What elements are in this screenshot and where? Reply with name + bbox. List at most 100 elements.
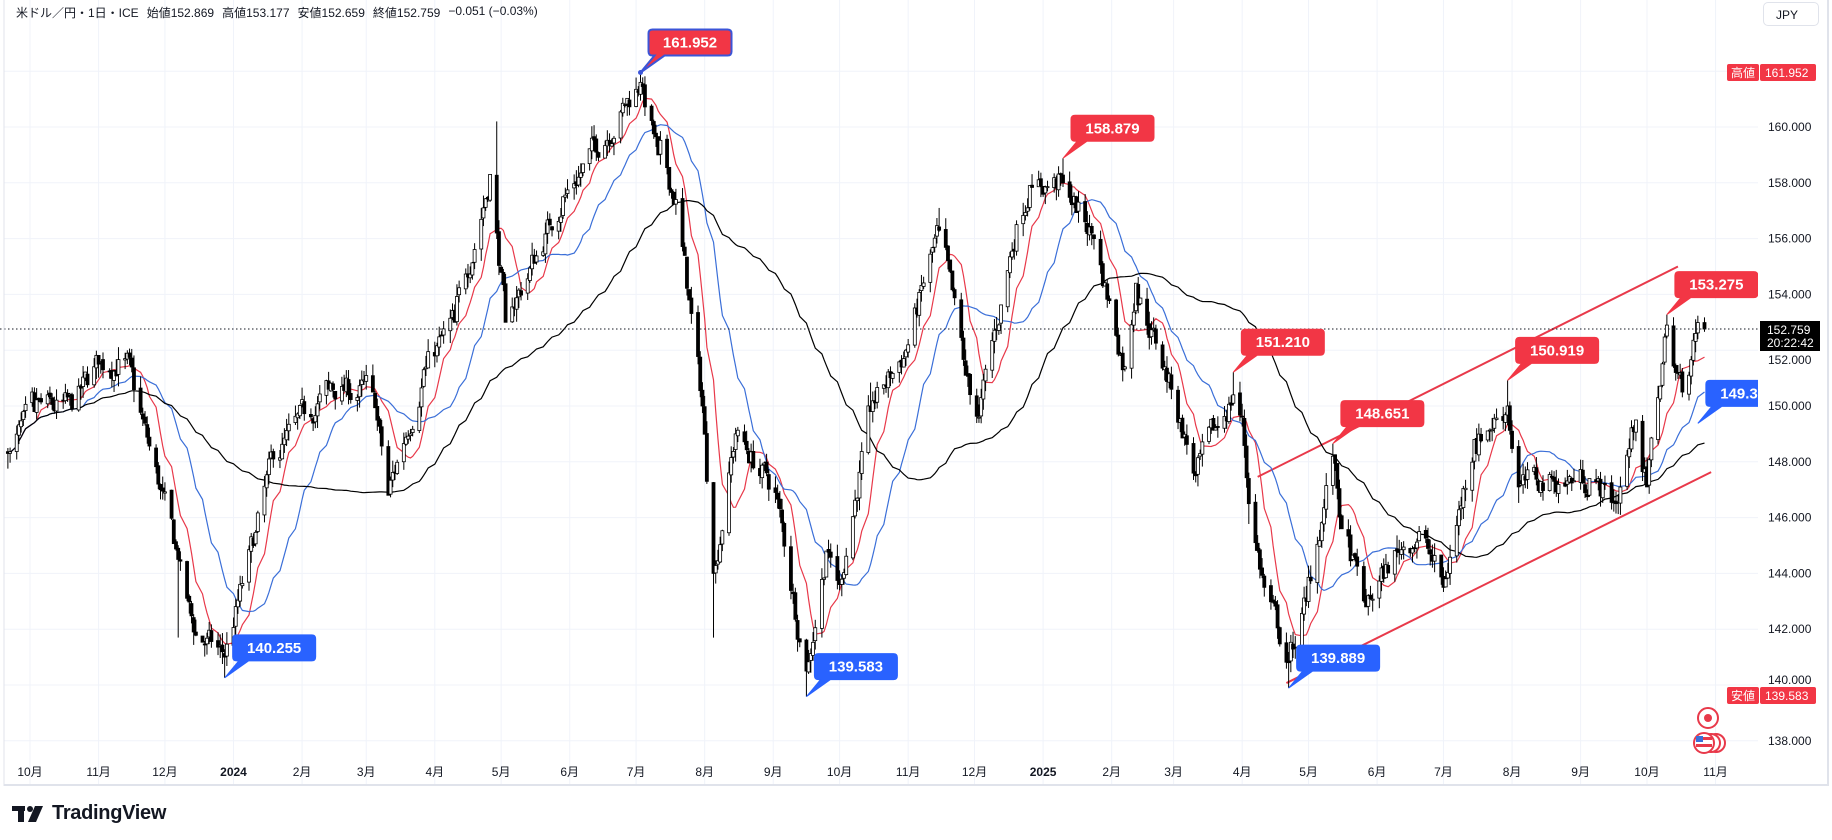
candle <box>282 428 287 453</box>
price-callout[interactable]: 139.583 <box>806 653 898 698</box>
time-axis[interactable]: 10月 11月 12月 2024 2月 3月 4月 5月 6月 7月 8月 9月 10月 11月 12月 20… <box>17 765 1727 779</box>
ma-mid-line <box>7 124 1705 613</box>
candle <box>1317 529 1322 547</box>
candle-body <box>1215 426 1220 428</box>
candle-body <box>674 199 678 205</box>
price-callout[interactable]: 148.651 <box>1332 400 1425 445</box>
candle <box>1269 579 1273 610</box>
candle-body <box>494 174 499 234</box>
candle-body <box>1196 457 1200 475</box>
price-axis[interactable]: 138.000 140.000 142.000 144.000 146.000 148.0… <box>1768 120 1812 748</box>
candle-body <box>981 379 986 400</box>
candle <box>665 134 669 175</box>
candle-body <box>54 399 59 412</box>
candle-body <box>1045 186 1050 189</box>
legend-header: 米ドル／円・1日・ICE 始値152.869 高値153.177 安値152.6… <box>16 4 538 21</box>
candle <box>855 497 860 512</box>
price-callout[interactable]: 161.952 <box>638 28 733 76</box>
candle-body <box>842 572 846 579</box>
candle-body <box>247 549 251 583</box>
candle-body <box>1366 595 1371 607</box>
callouts[interactable]: 161.952 158.879 151.210 148.651 150.919 153.2… <box>224 28 1790 698</box>
candle <box>698 351 703 398</box>
candle <box>1600 483 1605 503</box>
candle-body <box>1275 604 1280 629</box>
candle <box>1627 438 1632 469</box>
candle <box>1271 594 1276 604</box>
candle-body <box>355 397 360 401</box>
candle <box>687 289 692 301</box>
candle-body <box>419 387 424 408</box>
candle-body <box>48 392 52 398</box>
symbol-title[interactable]: 米ドル／円・1日・ICE <box>16 6 139 20</box>
candle-body <box>700 389 705 407</box>
time-tick-label: 10月 <box>1634 765 1659 779</box>
candle <box>592 125 596 152</box>
candle <box>1671 317 1676 368</box>
price-tick-label: 138.000 <box>1768 734 1812 748</box>
price-tick-label: 154.000 <box>1768 287 1812 301</box>
event-dividend-icon[interactable] <box>1697 707 1719 729</box>
candle <box>859 442 864 481</box>
candle-body <box>1114 299 1118 336</box>
tradingview-logo[interactable]: TradingView <box>12 802 166 825</box>
candle-body <box>1492 417 1497 429</box>
candle <box>1609 475 1614 510</box>
candle-body <box>359 379 364 385</box>
candle-body <box>1556 484 1561 494</box>
price-callout[interactable]: 151.210 <box>1232 328 1325 373</box>
candle-body <box>930 247 935 253</box>
candle <box>634 77 638 108</box>
candle <box>979 388 984 424</box>
candle-body <box>1038 178 1043 187</box>
candle <box>1448 544 1453 585</box>
candle-body <box>333 390 338 400</box>
candle-body <box>1680 371 1685 393</box>
candle <box>470 261 475 280</box>
candle <box>1191 437 1196 480</box>
price-callout[interactable]: 140.255 <box>224 634 317 679</box>
candle <box>395 459 400 475</box>
candle-body <box>1443 578 1448 588</box>
price-callout[interactable]: 158.879 <box>1062 114 1155 159</box>
price-callout[interactable]: 150.919 <box>1507 336 1600 381</box>
currency-button[interactable]: JPY <box>1763 2 1819 26</box>
candle-body <box>950 270 955 291</box>
candle <box>1255 535 1260 553</box>
candle <box>1213 424 1218 431</box>
candle <box>1353 552 1357 562</box>
price-callout[interactable]: 153.275 <box>1666 271 1759 316</box>
candle-body <box>154 447 158 468</box>
candle <box>503 273 508 323</box>
candle <box>959 292 964 341</box>
candle <box>968 373 972 405</box>
candle <box>1470 457 1475 502</box>
candle-body <box>751 451 756 469</box>
candle <box>501 268 506 292</box>
candle <box>700 382 705 414</box>
candle <box>1516 440 1521 503</box>
us-flag-events-icon[interactable] <box>1693 732 1726 754</box>
candle <box>1565 469 1570 495</box>
candle <box>983 364 988 392</box>
candle-body <box>696 312 700 357</box>
candle <box>1656 385 1660 445</box>
price-axis-bg[interactable] <box>1758 0 1828 785</box>
candle <box>1337 479 1342 530</box>
candle-body <box>1426 539 1430 549</box>
price-tick-label: 146.000 <box>1768 511 1812 525</box>
candle <box>519 282 523 301</box>
candle-body <box>1244 445 1249 479</box>
candle-body <box>70 394 74 410</box>
time-tick-label: 8月 <box>1503 765 1522 779</box>
candle-body <box>14 433 19 452</box>
candle-body <box>76 385 81 411</box>
open-value: 152.869 <box>170 6 215 20</box>
candle <box>1129 319 1134 379</box>
candle <box>842 568 846 585</box>
price-callout[interactable]: 139.889 <box>1288 644 1381 689</box>
candle <box>220 633 225 665</box>
candle <box>1231 372 1236 406</box>
candle-body <box>501 272 506 286</box>
